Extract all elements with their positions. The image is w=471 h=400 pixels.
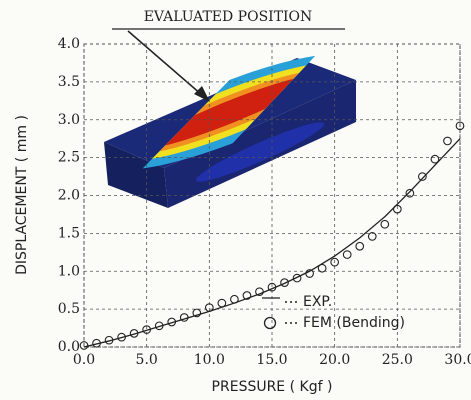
y-tick-label: 4.0 — [58, 36, 80, 52]
x-tick-label: 30.0 — [444, 352, 471, 368]
y-tick-label: 0.5 — [58, 301, 80, 317]
annotation-arrow — [128, 31, 202, 95]
y-axis-label: DISPLACEMENT ( mm ) — [14, 115, 30, 275]
point — [381, 220, 389, 228]
x-tick-label: 5.0 — [136, 352, 158, 368]
point — [231, 295, 239, 303]
legend-leaders — [285, 301, 297, 324]
point — [431, 155, 439, 163]
y-tick-label: 2.0 — [58, 188, 80, 204]
point — [356, 242, 364, 250]
point — [180, 314, 188, 322]
y-tick-label: 1.5 — [58, 225, 80, 241]
x-tick-label: 25.0 — [382, 352, 413, 368]
legend-swatch — [265, 318, 276, 329]
legend-label: FEM (Bending) — [303, 315, 405, 331]
y-tick-label: 3.0 — [58, 112, 80, 128]
annotation: EVALUATED POSITION — [144, 9, 313, 25]
point — [444, 137, 452, 145]
chart: EVALUATED POSITION PRESSURE ( Kgf ) DISP… — [0, 0, 471, 400]
beam-inset — [94, 34, 367, 208]
x-tick-label: 0.0 — [73, 352, 95, 368]
y-tick-label: 2.5 — [58, 150, 80, 166]
y-tick-label: 3.5 — [58, 74, 80, 90]
x-tick-label: 10.0 — [194, 352, 225, 368]
x-tick-label: 15.0 — [256, 352, 287, 368]
x-tick-label: 20.0 — [319, 352, 350, 368]
point — [343, 251, 351, 259]
legend-label: EXP. — [303, 294, 332, 310]
point — [318, 264, 326, 272]
point — [218, 299, 226, 307]
y-tick-label: 1.0 — [58, 263, 80, 279]
x-axis-label: PRESSURE ( Kgf ) — [212, 379, 333, 395]
